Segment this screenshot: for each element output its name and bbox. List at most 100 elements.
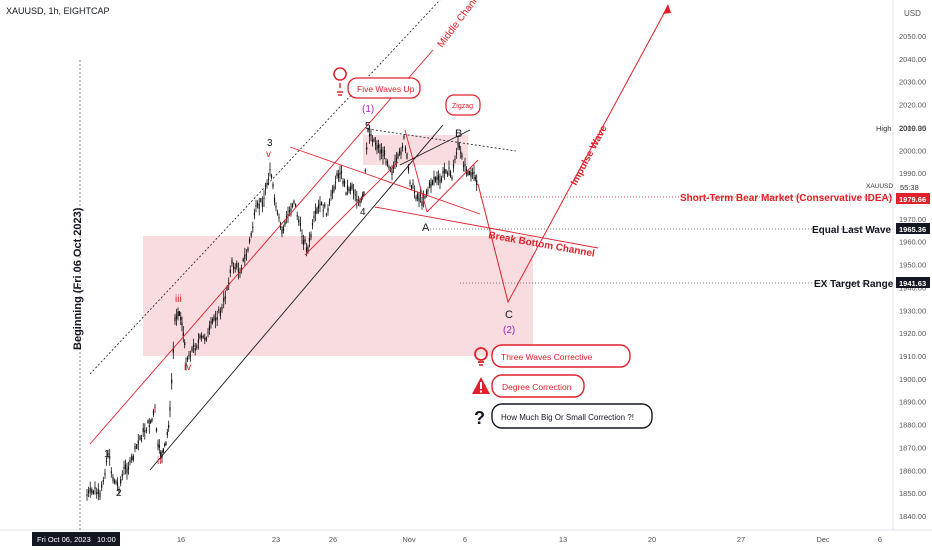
lightbulb-icon: [333, 67, 347, 96]
candle-body: [385, 161, 387, 163]
candle-body: [96, 492, 98, 494]
candle-body: [285, 215, 288, 219]
candle-body: [180, 317, 182, 320]
candle-body: [374, 142, 377, 145]
candle-body: [397, 154, 399, 158]
price-tick-label: 1950.00: [899, 261, 926, 270]
candle-body: [311, 223, 314, 226]
date-box: [32, 532, 120, 546]
candle-body: [244, 254, 246, 259]
time-tick-label: 6: [878, 535, 882, 544]
price-tick-label: 1930.00: [899, 306, 926, 315]
target-price-value: 1941.63: [899, 279, 926, 288]
price-tick-label: 1880.00: [899, 421, 926, 430]
candle-body: [247, 248, 249, 252]
candle-body: [334, 182, 337, 184]
candle-body: [166, 431, 168, 436]
candle-body: [171, 379, 173, 384]
price-tick-label: 2040.00: [899, 55, 926, 64]
candle-body: [121, 474, 123, 477]
candle-body: [314, 210, 317, 214]
candle-body: [182, 332, 184, 337]
wave-labels: 1 2 i ii iii iv v 3 4 5 (1) A B C (2): [104, 104, 515, 499]
candle-body: [236, 262, 238, 268]
candle-body: [213, 316, 215, 320]
candle-body: [400, 151, 402, 155]
candle-body: [357, 199, 359, 203]
candle-body: [343, 180, 346, 186]
candle-body: [169, 407, 171, 411]
candle-body: [371, 139, 374, 142]
candle-body: [451, 176, 453, 180]
candle-body: [237, 269, 239, 273]
candle-body: [266, 182, 268, 186]
candle-body: [241, 268, 243, 271]
candle-body: [363, 191, 365, 196]
candle-body: [252, 226, 254, 228]
candle-body: [430, 183, 432, 188]
callout-how-much: ? How Much Big Or Small Correction ?!: [474, 403, 653, 429]
equal-price-box: [896, 223, 930, 234]
candle-body: [457, 141, 459, 145]
target-price-box: [896, 277, 930, 288]
price-tick-label: 1860.00: [899, 466, 926, 475]
candle-body: [233, 266, 235, 270]
candle-body: [224, 296, 226, 299]
candle-body: [380, 149, 383, 154]
zigzag-text: Zigzag: [452, 103, 473, 110]
candle-body: [434, 177, 437, 182]
price-tick-label: 2020.00: [899, 101, 926, 110]
candle-body: [339, 172, 341, 175]
upper-channel-line: [89, 0, 441, 375]
candle-body: [258, 204, 260, 209]
degree-correction-text: Degree Correction: [502, 382, 572, 392]
candle-body: [186, 358, 189, 360]
wave-4: 4: [360, 207, 366, 218]
lightbulb-icon: [474, 347, 488, 366]
candle-body: [327, 208, 329, 212]
candle-body: [181, 322, 183, 326]
time-tick-label: 27: [737, 535, 745, 544]
candle-body: [174, 317, 176, 322]
candle-body: [270, 175, 273, 178]
candle-body: [91, 489, 93, 494]
candle-body: [88, 490, 90, 494]
candle-body: [287, 214, 289, 216]
candle-body: [471, 172, 474, 175]
time-tick-label: 20: [648, 535, 656, 544]
price-tick-label: 1850.00: [899, 489, 926, 498]
candle-body: [147, 420, 149, 424]
candle-body: [310, 234, 312, 238]
projection-path: [477, 5, 669, 304]
candle-body: [208, 325, 211, 330]
equal-last-wave-label: Equal Last Wave: [812, 225, 892, 236]
candle-body: [137, 440, 139, 444]
wave4-channel-top: [289, 146, 481, 215]
candle-body: [407, 167, 410, 171]
candle-body: [168, 424, 170, 428]
candle-body: [462, 165, 465, 167]
price-tick-label: 1920.00: [899, 329, 926, 338]
candle-body: [328, 200, 331, 204]
time-tick-label: Dec: [816, 535, 830, 544]
high-label: High: [876, 124, 891, 133]
time-tick-label: 26: [329, 535, 337, 544]
candle-body: [124, 464, 127, 470]
candle-body: [94, 487, 96, 489]
candle-body: [257, 202, 259, 206]
candle-body: [188, 354, 190, 356]
price-axis[interactable]: USD 2050.002040.002030.002020.002010.002…: [866, 0, 930, 530]
candle-body: [219, 311, 221, 316]
candle-body: [229, 269, 231, 273]
candle-body: [331, 190, 334, 195]
bottom-channel-line: [374, 206, 599, 249]
candle-body: [443, 169, 446, 174]
price-tick-label: 2050.00: [899, 32, 926, 41]
candle-body: [191, 347, 193, 351]
candle-body: [194, 348, 196, 351]
candle-body: [428, 182, 431, 186]
time-axis[interactable]: Fri Oct 06, 2023 10:00 16 23 26 Nov 6 13 20 27 D…: [0, 529, 932, 546]
candle-body: [157, 443, 159, 447]
candle-body: [340, 171, 343, 174]
candle-body: [110, 471, 112, 474]
